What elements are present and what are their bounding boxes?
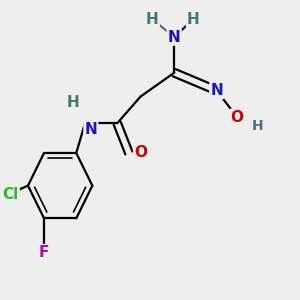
Text: H: H xyxy=(252,119,263,133)
Text: F: F xyxy=(39,245,49,260)
Text: Cl: Cl xyxy=(2,187,19,202)
Text: N: N xyxy=(85,122,97,137)
Text: H: H xyxy=(146,12,159,27)
Text: N: N xyxy=(168,30,181,45)
Text: H: H xyxy=(67,95,80,110)
Text: O: O xyxy=(231,110,244,125)
Text: N: N xyxy=(210,83,223,98)
Text: O: O xyxy=(134,146,147,160)
Text: H: H xyxy=(187,12,200,27)
